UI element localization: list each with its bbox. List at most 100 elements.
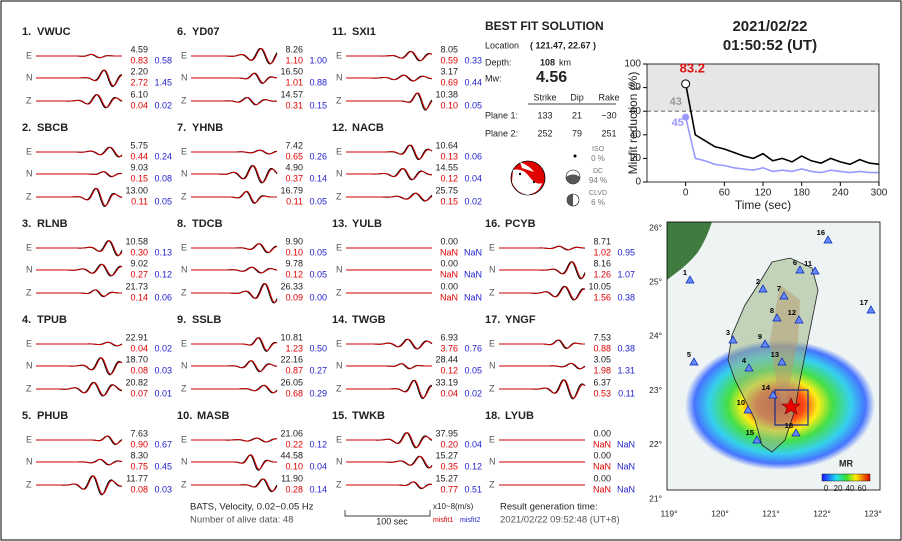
plane-value: 252 bbox=[537, 128, 552, 138]
observed-waveform bbox=[346, 51, 433, 61]
misfit1: 0.90 bbox=[130, 439, 148, 449]
component-label: N bbox=[336, 360, 343, 370]
misfit2: 0.04 bbox=[309, 461, 327, 471]
colorbar-tick: 20 bbox=[834, 484, 843, 493]
component-label: Z bbox=[181, 191, 187, 201]
station-label: 2 bbox=[756, 277, 760, 286]
amplitude: 0.00 bbox=[440, 236, 458, 246]
component-label: Z bbox=[26, 191, 32, 201]
observed-waveform bbox=[346, 74, 433, 82]
misfit1: NaN bbox=[593, 461, 611, 471]
amplitude: 14.57 bbox=[280, 89, 303, 99]
station-index: 15. bbox=[332, 410, 347, 422]
component-label: E bbox=[489, 242, 495, 252]
filter-info: BATS, Velocity, 0.02~0.05 Hz bbox=[190, 502, 314, 513]
misfit1: 0.04 bbox=[130, 100, 148, 110]
component-label: Z bbox=[181, 287, 187, 297]
amplitude: 8.71 bbox=[593, 236, 611, 246]
amplitude: 0.00 bbox=[593, 450, 611, 460]
station-index: 11. bbox=[332, 26, 347, 38]
misfit2: 0.12 bbox=[154, 269, 172, 279]
misfit1: 0.15 bbox=[130, 173, 148, 183]
misfit1: 0.11 bbox=[286, 196, 303, 206]
component-label: Z bbox=[181, 95, 187, 105]
observed-waveform bbox=[36, 381, 123, 397]
station-name: TWGB bbox=[352, 314, 386, 326]
observed-waveform bbox=[346, 481, 433, 489]
station-name: SBCB bbox=[37, 122, 68, 134]
misfit2: NaN bbox=[464, 269, 482, 279]
misfit1: 0.59 bbox=[440, 55, 458, 65]
component-percent: 6 % bbox=[591, 198, 605, 207]
station-name: YHNB bbox=[192, 122, 223, 134]
station-index: 4. bbox=[22, 314, 31, 326]
misfit1: 1.26 bbox=[593, 269, 611, 279]
observed-waveform bbox=[499, 285, 585, 301]
component-label: Z bbox=[489, 287, 495, 297]
station-index: 10. bbox=[177, 410, 192, 422]
observed-waveform bbox=[36, 475, 122, 495]
amplitude: 26.33 bbox=[280, 281, 303, 291]
component-label: E bbox=[26, 434, 32, 444]
misfit1: 0.10 bbox=[285, 247, 303, 257]
y-tick-label: 0 bbox=[635, 177, 641, 188]
misfit1: 1.98 bbox=[593, 365, 611, 375]
component-name: ISO bbox=[592, 146, 605, 153]
misfit2: 0.05 bbox=[309, 247, 327, 257]
amplitude: 10.05 bbox=[588, 281, 611, 291]
lat-label: 24° bbox=[649, 331, 662, 341]
component-label: N bbox=[181, 72, 188, 82]
component-label: N bbox=[181, 360, 188, 370]
amplitude: 4.90 bbox=[285, 162, 303, 172]
misfit1: 0.88 bbox=[593, 343, 611, 353]
component-label: E bbox=[26, 146, 32, 156]
component-name: DC bbox=[593, 168, 603, 175]
station-name: NACB bbox=[352, 122, 384, 134]
plane-value: −30 bbox=[601, 110, 616, 120]
misfit1: NaN bbox=[593, 439, 611, 449]
colorbar bbox=[821, 473, 871, 482]
observed-waveform bbox=[346, 455, 433, 469]
amplitude: 8.05 bbox=[440, 44, 458, 54]
misfit2: 0.04 bbox=[464, 439, 482, 449]
result-label: Result generation time: bbox=[500, 502, 598, 513]
station-name: YULB bbox=[352, 218, 382, 230]
station-label: 15 bbox=[746, 428, 754, 437]
observed-waveform bbox=[36, 357, 123, 375]
observed-waveform bbox=[36, 146, 123, 158]
synthetic-waveform bbox=[191, 337, 278, 352]
beachball bbox=[510, 160, 546, 196]
amplitude: 9.03 bbox=[130, 162, 148, 172]
component-label: Z bbox=[26, 383, 32, 393]
station-marker bbox=[777, 357, 787, 366]
misfit1: 0.14 bbox=[130, 292, 148, 302]
station-index: 3. bbox=[22, 218, 31, 230]
component-label: Z bbox=[336, 191, 342, 201]
misfit1: 3.76 bbox=[440, 343, 458, 353]
amplitude: 21.73 bbox=[125, 281, 148, 291]
component-label: Z bbox=[489, 479, 495, 489]
observed-waveform bbox=[346, 144, 433, 160]
misfit1: 0.75 bbox=[130, 461, 148, 471]
observed-waveform bbox=[191, 478, 278, 492]
misfit1: 0.20 bbox=[440, 439, 458, 449]
misfit2: 0.05 bbox=[309, 196, 327, 206]
lat-label: 22° bbox=[649, 439, 662, 449]
misfit1: 0.11 bbox=[131, 196, 148, 206]
observed-waveform bbox=[191, 266, 278, 274]
amplitude: 11.77 bbox=[126, 473, 148, 483]
lon-label: 121° bbox=[762, 508, 780, 518]
station-marker bbox=[768, 390, 778, 399]
component-label: N bbox=[181, 168, 188, 178]
misfit2: NaN bbox=[464, 292, 482, 302]
observed-waveform bbox=[36, 289, 122, 297]
component-label: N bbox=[181, 456, 188, 466]
lat-label: 21° bbox=[649, 493, 662, 503]
misfit1: 0.13 bbox=[440, 151, 458, 161]
misfit2: 0.02 bbox=[464, 388, 482, 398]
colorbar-tick: 60 bbox=[858, 484, 867, 493]
station-index: 16. bbox=[485, 218, 500, 230]
component-label: E bbox=[26, 50, 32, 60]
misfit2: 0.12 bbox=[464, 461, 482, 471]
station-marker bbox=[791, 428, 801, 437]
